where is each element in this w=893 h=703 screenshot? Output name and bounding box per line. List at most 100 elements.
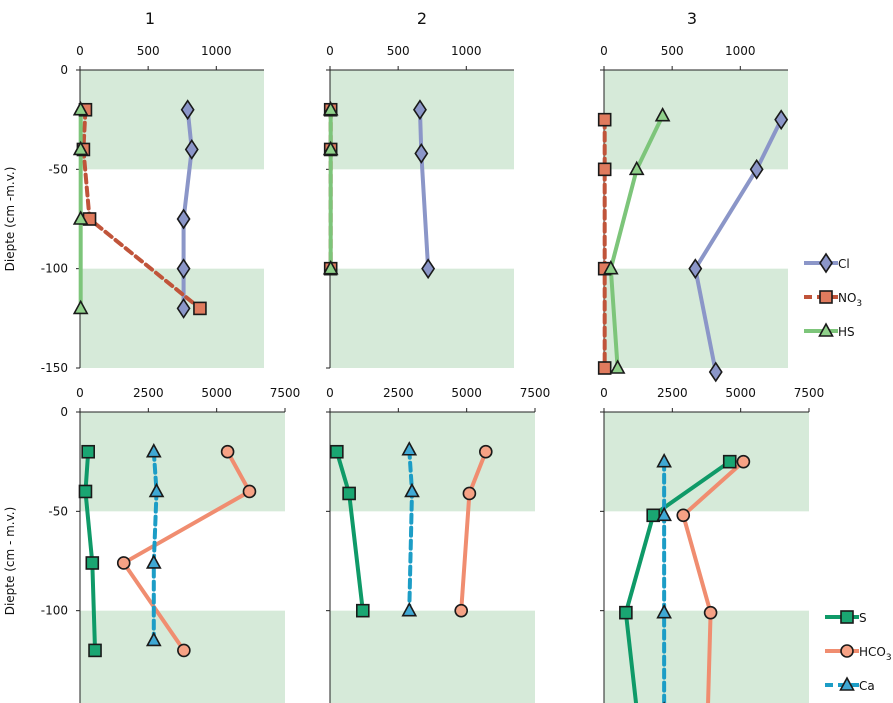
data-point-hco3: [703, 605, 718, 620]
legend-marker-ca: [839, 676, 855, 691]
data-point-hs: [322, 101, 339, 116]
data-point-ca: [656, 452, 672, 468]
legend-marker-no3: [819, 290, 833, 304]
data-point-hs: [602, 259, 619, 275]
y-tick-label: -100: [41, 262, 68, 276]
data-point-cl: [180, 99, 195, 121]
panel-title-3: 3: [687, 9, 697, 28]
series-line-cl: [693, 118, 783, 373]
series-line-hco3: [681, 460, 745, 703]
data-point-cl: [421, 258, 436, 280]
data-point-cl: [708, 361, 723, 383]
x-tick-label: 2500: [133, 386, 164, 400]
data-point-hs: [609, 359, 626, 374]
y-axis-label: Diepte (cm - m.v.): [3, 507, 17, 616]
data-point-hs: [72, 140, 89, 156]
series-line-s: [623, 460, 731, 703]
x-tick-label: 0: [600, 386, 608, 400]
x-tick-label: 500: [137, 44, 160, 58]
data-point-no3: [597, 112, 612, 127]
data-point-hs: [72, 210, 89, 225]
y-tick-label: -150: [41, 361, 68, 375]
legend: S HCO3 Ca: [825, 610, 892, 693]
legend: Cl NO3 HS: [804, 252, 862, 339]
y-tick-label: 0: [60, 405, 68, 419]
data-point-hco3: [177, 643, 191, 658]
data-point-s: [355, 603, 370, 618]
x-tick-label: 5000: [451, 386, 482, 400]
data-point-ca: [145, 631, 162, 647]
y-tick-label: -50: [48, 162, 68, 176]
data-point-hco3: [478, 444, 493, 459]
depth-band: [604, 70, 788, 170]
x-tick-label: 2500: [383, 386, 414, 400]
data-point-cl: [176, 208, 191, 230]
data-point-hco3: [454, 603, 469, 618]
data-point-cl: [176, 297, 191, 319]
series-line-hs: [608, 114, 665, 369]
data-point-hco3: [116, 556, 131, 570]
data-point-hs: [628, 160, 645, 176]
x-tick-label: 0: [326, 386, 334, 400]
depth-band: [330, 268, 514, 368]
data-point-cl: [412, 99, 427, 121]
x-tick-label: 7500: [270, 386, 301, 400]
x-tick-label: 0: [76, 386, 84, 400]
data-point-s: [88, 643, 102, 658]
x-tick-label: 2500: [657, 386, 688, 400]
data-point-s: [85, 556, 100, 570]
data-point-no3: [597, 162, 612, 177]
y-tick-label: 0: [60, 63, 68, 77]
data-point-ca: [404, 482, 420, 498]
y-tick-label: -100: [41, 604, 68, 618]
data-point-hco3: [220, 444, 235, 459]
data-point-s: [78, 484, 93, 499]
data-point-s: [646, 508, 661, 523]
data-point-no3: [597, 361, 612, 375]
data-point-ca: [656, 603, 672, 619]
panel-title-2: 2: [417, 9, 427, 28]
panel-title-1: 1: [145, 9, 155, 28]
depth-band: [330, 412, 535, 512]
panel-6: 0 2500 5000 7500 S HCO3 Ca: [600, 386, 892, 703]
data-point-no3: [193, 301, 207, 316]
chart-panels: 0 500 1000 0 -50 -100 -150 Diepte (cm -m.v.) 0 50…: [3, 44, 892, 703]
data-point-hco3: [242, 484, 257, 499]
x-tick-label: 0: [326, 44, 334, 58]
data-point-hs: [322, 259, 339, 275]
data-point-hs: [72, 101, 89, 116]
data-point-hco3: [462, 486, 477, 501]
panel-2: 0 500 1000: [322, 44, 514, 369]
data-point-s: [342, 486, 356, 501]
depth-band: [330, 610, 535, 703]
x-tick-label: 1000: [201, 44, 232, 58]
x-tick-label: 0: [600, 44, 608, 58]
x-tick-label: 7500: [520, 386, 551, 400]
x-tick-label: 0: [76, 44, 84, 58]
data-point-ca: [145, 443, 162, 458]
x-tick-label: 1000: [725, 44, 756, 58]
depth-band: [80, 412, 285, 512]
legend-label-cl: Cl: [838, 257, 850, 271]
legend-label-no3: NO3: [838, 291, 862, 309]
panel-5: 0 2500 5000 7500: [326, 386, 550, 703]
legend-label-s: S: [859, 611, 867, 625]
data-point-s: [619, 605, 633, 620]
legend-label-hs: HS: [838, 325, 855, 339]
data-point-hs: [72, 299, 89, 315]
data-point-cl: [688, 258, 703, 280]
y-axis-label: Diepte (cm -m.v.): [3, 167, 17, 272]
data-point-hco3: [676, 508, 691, 523]
panel-3: 0 500 1000 Cl NO3 HS: [597, 44, 862, 383]
data-point-s: [722, 454, 737, 469]
series-line-s: [83, 451, 98, 651]
x-tick-label: 500: [661, 44, 684, 58]
data-point-hs: [322, 140, 339, 156]
data-point-hs: [654, 107, 671, 122]
legend-marker-hs: [818, 322, 834, 337]
legend-marker-cl: [819, 252, 833, 274]
data-point-ca: [656, 506, 672, 522]
x-tick-label: 500: [387, 44, 410, 58]
